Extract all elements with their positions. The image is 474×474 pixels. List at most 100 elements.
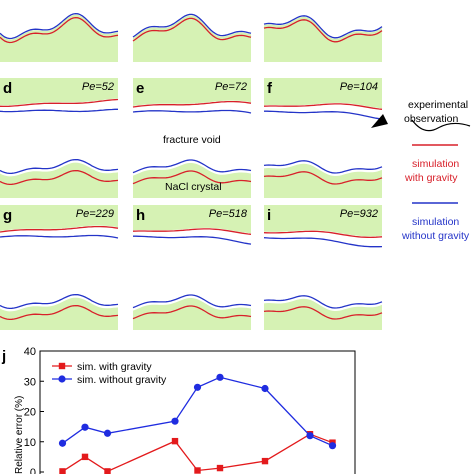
top-nogravity-curve — [133, 235, 252, 245]
bottom-nogravity-curve — [0, 293, 119, 310]
point-circle — [103, 429, 112, 437]
pe-label-g: Pe=229 — [76, 208, 114, 220]
legend-gravity-text-2: with gravity — [404, 172, 458, 184]
nacl-crystal-label: NaCl crystal — [165, 181, 222, 193]
bottom-nogravity-curve — [263, 295, 383, 309]
pe-label-e: Pe=72 — [215, 81, 247, 93]
y-tick-label: 20 — [24, 407, 36, 419]
top-crystal-fill — [264, 205, 382, 237]
top-crystal-fill — [133, 205, 251, 234]
bottom-nogravity-curve — [132, 13, 252, 38]
point-square — [171, 437, 179, 445]
y-tick-label: 40 — [24, 346, 36, 358]
chart-axes: 0 10 20 30 40 — [24, 346, 356, 474]
panel-4: e Pe=72 — [132, 78, 252, 198]
point-square — [104, 468, 111, 474]
experimental-arrow-head — [371, 114, 388, 128]
panel-label-g: g — [3, 207, 12, 224]
bottom-nogravity-curve — [0, 158, 119, 175]
point-square — [216, 464, 224, 472]
bottom-nogravity-curve — [263, 160, 383, 174]
panel-0 — [0, 12, 119, 63]
panel-label-f: f — [267, 80, 273, 97]
bottom-nogravity-curve — [0, 12, 119, 40]
point-circle — [328, 442, 337, 450]
y-axis-label: Relative error (%) — [14, 396, 25, 474]
point-square — [194, 467, 201, 474]
panel-2 — [263, 15, 383, 62]
chart-series — [58, 373, 337, 474]
panel-label-j: j — [1, 348, 6, 365]
legend-nogravity-text-1: simulation — [412, 216, 459, 228]
bottom-gravity-curve — [263, 306, 383, 320]
bottom-gravity-curve — [132, 17, 252, 42]
annotations: fracture void NaCl crystal experimental … — [163, 99, 471, 193]
bottom-gravity-curve — [132, 305, 252, 320]
right-legend: simulation with gravity simulation witho… — [401, 144, 470, 242]
bottom-gravity-curve — [0, 304, 119, 321]
panel-5: f Pe=104 — [263, 78, 383, 198]
top-gravity-curve — [0, 98, 119, 108]
experimental-arrow-line — [411, 119, 471, 132]
bottom-gravity-curve — [132, 170, 252, 185]
bottom-crystal-fill — [0, 162, 118, 198]
pe-label-i: Pe=932 — [340, 208, 378, 220]
panel-1 — [132, 13, 252, 62]
bottom-crystal-fill — [264, 16, 382, 62]
bottom-gravity-curve — [263, 19, 383, 43]
pe-label-h: Pe=518 — [209, 208, 248, 220]
panel-8: i Pe=932 — [263, 205, 383, 330]
bottom-nogravity-curve — [132, 159, 252, 174]
point-circle — [171, 417, 179, 425]
pe-label-d: Pe=52 — [82, 81, 114, 93]
panel-label-h: h — [136, 207, 145, 224]
top-nogravity-curve — [0, 108, 118, 113]
panel-6: g Pe=229 — [0, 205, 119, 330]
top-gravity-curve — [263, 230, 383, 239]
panel-7: h Pe=518 — [132, 205, 252, 330]
y-tick-label: 30 — [24, 376, 36, 388]
experimental-label-1: experimental — [408, 99, 468, 111]
y-tick-label: 10 — [24, 437, 36, 449]
panel-3: d Pe=52 — [0, 78, 119, 198]
legend-gravity-text-1: simulation — [412, 158, 459, 170]
legend-text-1: sim. without gravity — [77, 374, 167, 386]
legend-circle — [58, 375, 66, 383]
top-nogravity-curve — [132, 109, 252, 114]
bottom-crystal-fill — [133, 298, 251, 330]
top-gravity-curve — [132, 100, 252, 108]
point-circle — [81, 423, 89, 431]
panel-label-d: d — [3, 80, 12, 97]
bottom-crystal-fill — [0, 297, 118, 330]
bottom-gravity-curve — [0, 16, 119, 44]
bottom-gravity-curve — [263, 171, 383, 185]
pe-label-f: Pe=104 — [340, 81, 378, 93]
bottom-gravity-curve — [0, 169, 119, 186]
legend-square — [58, 362, 66, 370]
series-line-0 — [62, 433, 333, 473]
panel-grid: d Pe=52 e Pe=72 f Pe=104 g Pe=229 h Pe=518 i Pe=932 — [0, 12, 383, 330]
panel-label-e: e — [136, 80, 144, 97]
point-square — [59, 468, 66, 474]
bottom-crystal-fill — [133, 15, 251, 62]
point-circle — [193, 383, 202, 391]
top-crystal-fill — [0, 78, 118, 106]
legend-nogravity-text-2: without gravity — [401, 230, 470, 242]
point-square — [261, 457, 269, 465]
bottom-nogravity-curve — [132, 294, 252, 309]
top-crystal-fill — [133, 78, 251, 106]
point-circle — [261, 384, 269, 393]
panel-label-i: i — [267, 207, 271, 224]
plot-frame — [39, 350, 356, 474]
point-square — [81, 453, 89, 461]
legend-text-0: sim. with gravity — [77, 361, 152, 373]
bottom-crystal-fill — [133, 163, 251, 198]
top-crystal-fill — [264, 78, 382, 109]
bottom-crystal-fill — [0, 14, 118, 63]
experimental-label-2: observation — [404, 113, 458, 125]
top-nogravity-curve — [264, 110, 383, 120]
point-circle — [306, 432, 314, 440]
top-nogravity-curve — [0, 234, 119, 239]
